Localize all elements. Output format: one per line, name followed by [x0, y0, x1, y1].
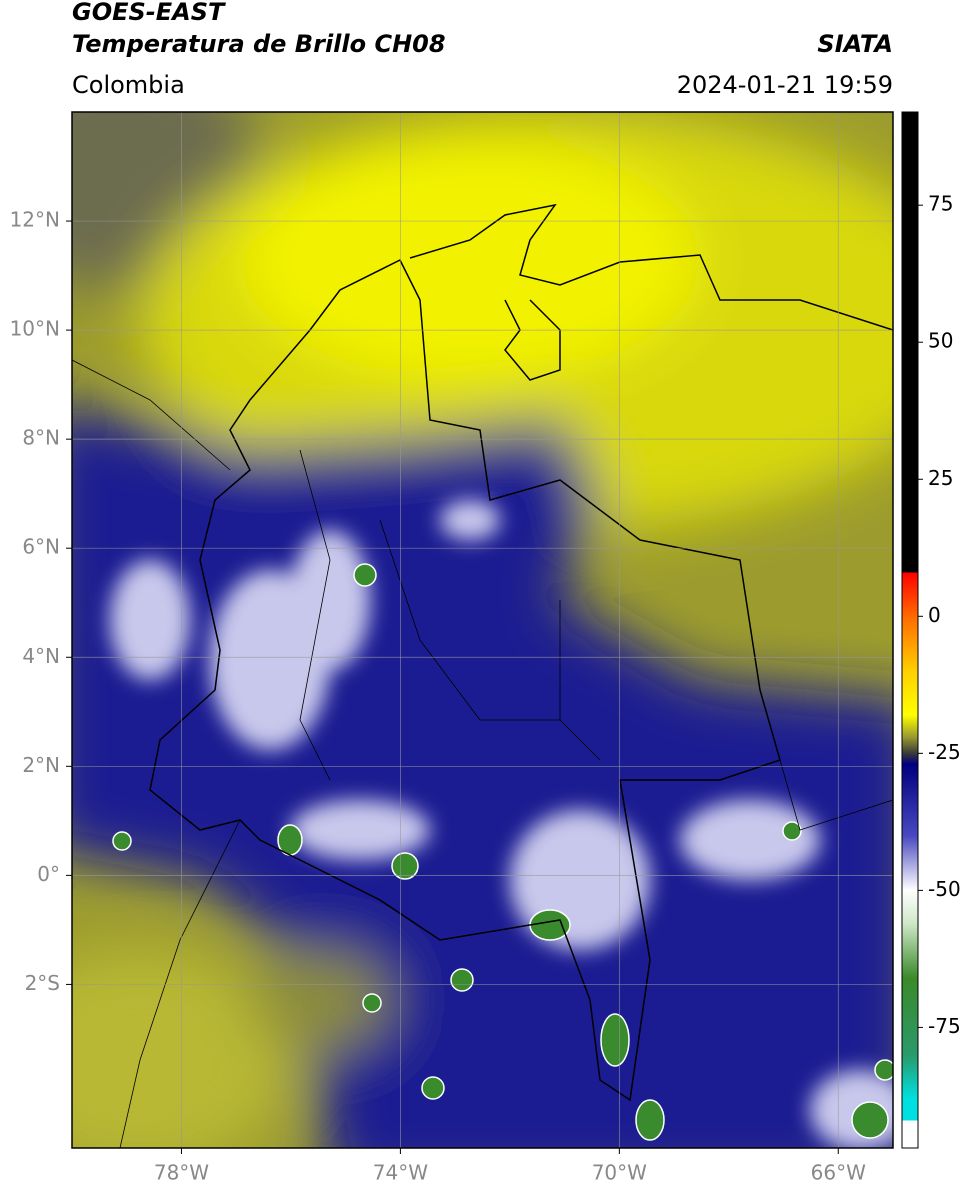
colorbar — [901, 111, 919, 1149]
colorbar-tick-label: -25 — [928, 740, 961, 764]
x-tick-label: 74°W — [373, 1161, 428, 1185]
title: GOES-EAST — [72, 0, 226, 26]
colorbar-tick-label: -50 — [928, 877, 961, 901]
y-tick-label: 8°N — [22, 426, 60, 450]
colorbar-tick-label: 50 — [928, 329, 953, 353]
colorbar-tick-label: -75 — [928, 1014, 961, 1038]
y-tick-label: 12°N — [10, 208, 60, 232]
y-tick-label: 4°N — [22, 644, 60, 668]
colorbar-tick-label: 25 — [928, 466, 953, 490]
x-tick-label: 70°W — [592, 1161, 647, 1185]
satellite-image — [72, 112, 893, 1148]
y-tick-label: 2°N — [22, 753, 60, 777]
y-tick-label: 6°N — [22, 535, 60, 559]
region: Colombia — [72, 71, 185, 99]
colorbar-tick-label: 75 — [928, 192, 953, 216]
colorbar-tick-label: 0 — [928, 603, 941, 627]
y-tick-label: 10°N — [10, 317, 60, 341]
y-tick-label: 2°S — [25, 971, 60, 995]
y-tick-label: 0° — [37, 862, 60, 886]
subtitle: Temperatura de Brillo CH08 — [72, 30, 446, 58]
x-tick-label: 78°W — [154, 1161, 209, 1185]
source: SIATA — [817, 30, 893, 58]
map-frame — [71, 111, 894, 1149]
timestamp: 2024-01-21 19:59 — [677, 71, 893, 99]
x-tick-label: 66°W — [811, 1161, 866, 1185]
